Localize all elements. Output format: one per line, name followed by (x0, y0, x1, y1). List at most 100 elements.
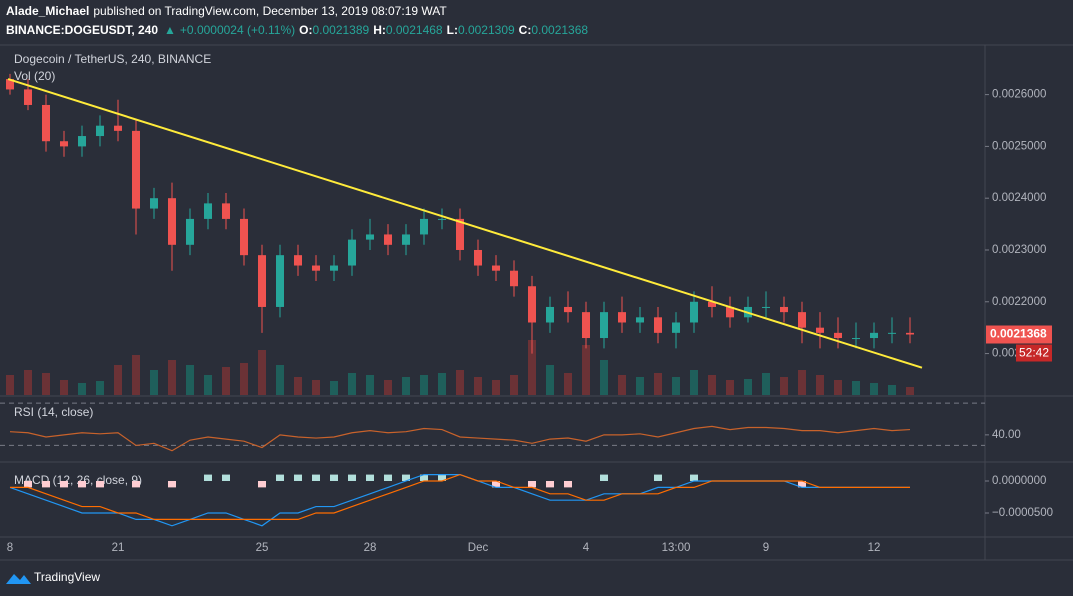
histogram-bar (168, 480, 176, 488)
volume-bar (168, 360, 176, 395)
histogram-bar (258, 480, 266, 488)
candle-body (276, 255, 284, 307)
candle-body (852, 338, 860, 340)
volume-bar (618, 375, 626, 395)
candle-body (186, 218, 194, 245)
volume-bar (222, 367, 230, 395)
histogram-bar (222, 474, 230, 481)
publish-info: published on TradingView.com, December 1… (93, 4, 447, 18)
y-tick-label: −0.0000500 (992, 507, 1053, 519)
histogram-bar (402, 474, 410, 481)
histogram-bar (564, 480, 572, 488)
volume-bar (492, 380, 500, 395)
volume-bar (60, 380, 68, 395)
candle-body (888, 332, 896, 334)
histogram-bar (690, 474, 698, 481)
candle-body (816, 327, 824, 333)
volume-bar (96, 381, 104, 395)
histogram-bar (78, 480, 86, 488)
y-tick-label: 0.0025000 (992, 140, 1046, 152)
publisher: Alade_Michael published on TradingView.co… (6, 4, 447, 18)
volume-bar (510, 375, 518, 395)
histogram-bar (798, 480, 806, 488)
candle-body (294, 255, 302, 266)
volume-bar (852, 381, 860, 395)
candle-body (708, 301, 716, 307)
candle-body (438, 218, 446, 220)
candle-body (348, 239, 356, 266)
candle-body (168, 198, 176, 245)
volume-bar (348, 373, 356, 395)
candle-body (690, 301, 698, 323)
trendline (7, 78, 923, 369)
volume-bar (690, 370, 698, 395)
candle-body (24, 89, 32, 105)
brand: TradingView (34, 570, 100, 584)
y-tick-label: 40.00 (992, 429, 1021, 441)
y-tick-label: 0.0000000 (992, 475, 1046, 487)
last-price: 0.0021368 (990, 327, 1047, 341)
symbol: BINANCE:DOGEUSDT, 240 (6, 23, 158, 37)
candle-body (492, 265, 500, 271)
histogram-bar (384, 474, 392, 481)
volume-bar (402, 377, 410, 395)
candle-body (258, 255, 266, 307)
histogram-bar (546, 480, 554, 488)
volume-bar (888, 385, 896, 395)
candle-body (204, 203, 212, 219)
candle-body (510, 270, 518, 287)
volume-bar (582, 345, 590, 395)
countdown-box (1016, 344, 1052, 362)
volume-bar (6, 375, 14, 395)
candle-body (456, 218, 464, 250)
candle-body (546, 306, 554, 323)
histogram-bar (492, 480, 500, 488)
candle-body (132, 130, 140, 209)
histogram-bar (204, 474, 212, 481)
volume-bar (600, 360, 608, 395)
histogram-bar (42, 480, 50, 488)
ohlc-value: 0.0021309 (458, 23, 515, 37)
volume-bar (150, 370, 158, 395)
candle-body (6, 79, 14, 90)
volume-bar (330, 381, 338, 395)
y-tick-label: 0.0026000 (992, 89, 1046, 101)
candle-body (906, 332, 914, 335)
candle-body (384, 234, 392, 245)
y-tick-label: 0.0022000 (992, 296, 1046, 308)
volume-bar (708, 375, 716, 395)
candle-body (78, 136, 86, 147)
candle-body (42, 104, 50, 142)
volume-bar (654, 373, 662, 395)
candle-body (654, 317, 662, 333)
last-price-box (986, 325, 1052, 344)
candle-body (474, 249, 482, 266)
ohlc-value: 0.0021468 (386, 23, 443, 37)
candle-body (780, 306, 788, 313)
volume-bar (132, 355, 140, 395)
volume-bar (528, 340, 536, 395)
volume-bar (762, 373, 770, 395)
histogram-bar (60, 480, 68, 488)
volume-bar (366, 375, 374, 395)
candle-body (366, 234, 374, 240)
candle-body (240, 218, 248, 256)
pane-title: RSI (14, close) (14, 405, 93, 419)
histogram-bar (132, 480, 140, 488)
candle-body (636, 317, 644, 323)
candle-body (870, 332, 878, 339)
histogram-bar (276, 474, 284, 481)
ohlc-label: H: (373, 23, 386, 37)
volume-bar (438, 373, 446, 395)
y-tick-label: 0.0023000 (992, 244, 1046, 256)
volume-bar (186, 365, 194, 395)
logo (6, 574, 31, 584)
volume-bar (906, 387, 914, 395)
histogram-bar (600, 474, 608, 481)
candle-body (564, 306, 572, 313)
countdown: 52:42 (1019, 346, 1049, 360)
ohlc-value: 0.0021389 (312, 23, 369, 37)
volume-bar (726, 380, 734, 395)
